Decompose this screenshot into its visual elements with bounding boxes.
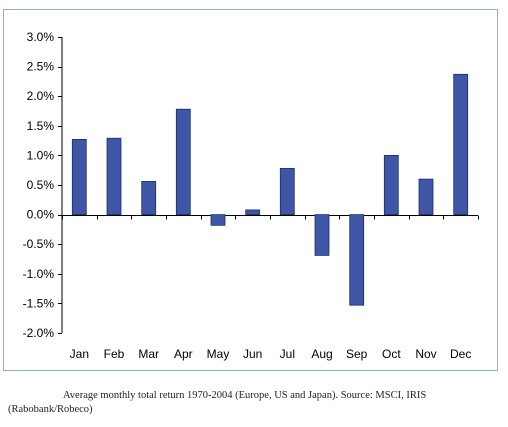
y-axis-tick-labels: 3.0% 2.5% 2.0% 1.5% 1.0% 0.5% 0.0% -0.5% -1.0% -1…	[23, 30, 55, 340]
y-tick-label: 3.0%	[27, 30, 55, 44]
x-tick-label-sep: Sep	[346, 347, 368, 361]
y-tick-label: 0.0%	[27, 208, 55, 222]
y-tick-label: -0.5%	[23, 237, 55, 251]
y-tick-label: -1.5%	[23, 296, 55, 310]
chart-caption: Average monthly total return 1970-2004 (…	[8, 390, 427, 415]
y-tick-label: 2.0%	[27, 89, 55, 103]
chart-bars	[71, 73, 469, 306]
x-tick-label-mar: Mar	[138, 347, 159, 361]
y-tick-label: 1.0%	[27, 148, 55, 162]
x-tick-label-nov: Nov	[415, 347, 436, 361]
x-tick-label-jul: Jul	[280, 347, 295, 361]
bar-aug	[314, 214, 330, 256]
x-tick-label-may: May	[207, 347, 230, 361]
x-axis-tick-labels: Jan Feb Mar Apr May Jun Jul Aug Sep Oct Nov Dec	[70, 347, 472, 361]
bar-jul	[279, 167, 295, 215]
y-tick-label: -1.0%	[23, 267, 55, 281]
x-tick-label-aug: Aug	[311, 347, 332, 361]
y-tick-label: -2.0%	[23, 326, 55, 340]
y-tick-label: 2.5%	[27, 60, 55, 74]
y-tick-label: 1.5%	[27, 119, 55, 133]
bar-sep	[349, 214, 365, 306]
bar-jan	[71, 138, 87, 215]
x-tick-label-oct: Oct	[382, 347, 401, 361]
bar-chart: 3.0% 2.5% 2.0% 1.5% 1.0% 0.5% 0.0% -0.5% -1.0% -1…	[23, 30, 479, 361]
x-tick-label-feb: Feb	[104, 347, 125, 361]
bar-nov	[418, 178, 434, 216]
x-tick-label-dec: Dec	[450, 347, 471, 361]
bar-may	[210, 214, 226, 226]
y-tick-label: 0.5%	[27, 178, 55, 192]
chart-axes	[58, 37, 479, 334]
bar-jun	[245, 209, 261, 215]
bar-apr	[175, 108, 191, 215]
x-tick-label-jan: Jan	[70, 347, 89, 361]
bar-dec	[453, 73, 469, 216]
bar-oct	[383, 154, 399, 215]
bar-mar	[141, 180, 157, 215]
x-tick-label-apr: Apr	[174, 347, 193, 361]
x-tick-label-jun: Jun	[243, 347, 262, 361]
bar-feb	[106, 137, 122, 215]
